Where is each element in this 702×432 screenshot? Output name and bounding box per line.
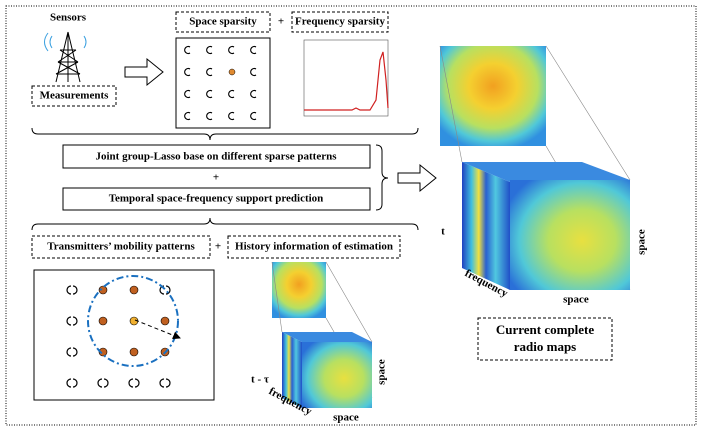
estimation-label: History information of estimation	[235, 241, 393, 253]
joint-label: Joint group-Lasso base on different spar…	[96, 151, 338, 163]
space-label: space	[333, 412, 359, 424]
measurements-label: Measurements	[40, 90, 110, 102]
space-label: space	[563, 294, 589, 306]
active-node	[130, 348, 138, 356]
space-label: space	[376, 359, 388, 385]
time-label: t - τ	[251, 374, 269, 386]
tower-icon	[45, 32, 87, 82]
brace-right	[376, 145, 388, 210]
plus: +	[213, 172, 219, 184]
active-node	[229, 69, 235, 75]
hollow-arrow	[398, 165, 436, 191]
plus: +	[278, 16, 284, 28]
active-node	[99, 317, 107, 325]
plus: +	[215, 241, 221, 253]
space-label: space	[636, 229, 648, 255]
mobility-grid	[34, 270, 214, 400]
mobility-label: Transmitters’ mobility patterns	[47, 241, 195, 253]
diagram: Sensors Measurements Space sparsity + Fr…	[0, 0, 702, 432]
active-node	[161, 317, 169, 325]
small-heatmap	[272, 262, 326, 318]
hollow-arrow	[125, 59, 163, 85]
result-label: radio maps	[514, 339, 576, 354]
temporal-label: Temporal space-frequency support predict…	[109, 193, 324, 205]
time-label: t	[441, 226, 445, 238]
psd-plot	[304, 40, 388, 116]
brace-top	[32, 128, 418, 140]
sensors-label: Sensors	[50, 12, 87, 24]
big-cube	[462, 162, 630, 290]
space-sparsity-label: Space sparsity	[189, 16, 257, 28]
frequency-sparsity-label: Frequency sparsity	[295, 16, 385, 28]
brace-bottom	[32, 218, 418, 230]
result-label: Current complete	[496, 322, 595, 337]
active-node	[130, 286, 138, 294]
space-grid	[176, 38, 270, 128]
